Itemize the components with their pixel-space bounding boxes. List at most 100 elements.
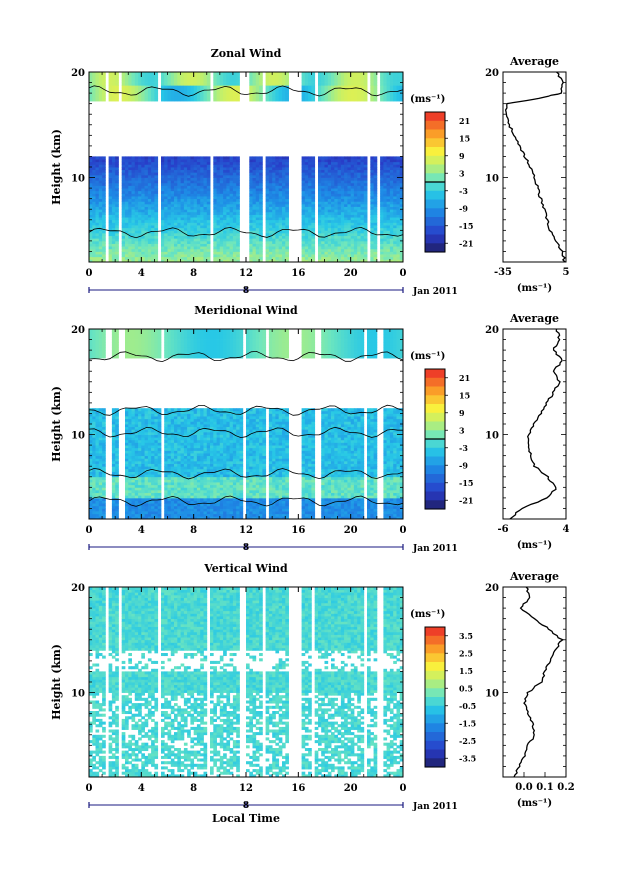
colorbar-tick-label: -9 xyxy=(459,460,468,470)
profile-x-tick-label: 0.2 xyxy=(557,782,574,793)
colorbar-tick-label: -21 xyxy=(459,238,473,248)
y-axis-label: Height (km) xyxy=(50,644,63,720)
colorbar-tick-label: -15 xyxy=(459,221,473,231)
colorbar-unit-label: (ms⁻¹) xyxy=(410,94,445,105)
colorbar-tick-label: 15 xyxy=(459,133,470,143)
colorbar-tick-label: 3 xyxy=(459,168,465,178)
profile-title: Average xyxy=(509,570,559,583)
average-profile: Average 10 20 -35 5 (ms⁻¹) xyxy=(485,55,569,294)
profile-line xyxy=(504,71,566,263)
colorbar-tick-label: -0.5 xyxy=(459,701,476,711)
y-axis-label: Height (km) xyxy=(50,129,63,205)
x-tick-label: 8 xyxy=(190,783,197,794)
y-tick-label: 20 xyxy=(71,68,85,79)
colorbar-unit-label: (ms⁻¹) xyxy=(410,609,445,620)
colorbar-tick-label: -21 xyxy=(459,495,473,505)
contour-line xyxy=(88,426,403,439)
x-tick-label: 12 xyxy=(239,525,253,536)
colorbar-tick-label: -3 xyxy=(459,186,468,196)
colorbar-unit-label: (ms⁻¹) xyxy=(410,351,445,362)
profile-y-tick-label: 20 xyxy=(485,68,499,79)
x-tick-label: 0 xyxy=(86,268,93,279)
colorbar-tick-label: -3.5 xyxy=(459,753,476,763)
colorbar-tick-label: 9 xyxy=(459,151,465,161)
profile-y-tick-label: 20 xyxy=(485,583,499,594)
average-profile: Average 10 20 -6 4 (ms⁻¹) xyxy=(485,312,569,551)
profile-title: Average xyxy=(509,312,559,325)
colorbar: (ms⁻¹) 21 15 9 3 -3 -9 -15 -21 xyxy=(410,94,473,253)
heatmap-field xyxy=(89,72,404,263)
x-tick-label: 8 xyxy=(190,268,197,279)
profile-x-axis-label: (ms⁻¹) xyxy=(517,540,552,551)
y-axis-label: Height (km) xyxy=(50,386,63,462)
colorbar: (ms⁻¹) 3.5 2.5 1.5 0.5 -0.5 -1.5 -2.5 -3.5 xyxy=(410,609,476,768)
x-tick-label: 4 xyxy=(138,525,145,536)
colorbar-tick-label: 21 xyxy=(459,373,470,383)
heatmap-field xyxy=(89,329,404,520)
x-tick-label: 0 xyxy=(86,783,93,794)
profile-title: Average xyxy=(509,55,559,68)
profile-line xyxy=(509,328,563,520)
y-tick-label: 10 xyxy=(71,431,85,442)
x-tick-label: 4 xyxy=(138,268,145,279)
panel-title: Meridional Wind xyxy=(194,304,298,317)
x-tick-label: 0 xyxy=(400,783,407,794)
profile-x-tick-label: 0.1 xyxy=(536,782,553,793)
profile-y-tick-label: 10 xyxy=(485,174,499,185)
x-tick-label: 16 xyxy=(291,268,305,279)
panel-title: Zonal Wind xyxy=(211,47,282,60)
contour-line xyxy=(88,404,404,416)
colorbar-tick-label: -2.5 xyxy=(459,736,476,746)
profile-x-axis-label: (ms⁻¹) xyxy=(517,283,552,294)
colorbar-tick-label: 21 xyxy=(459,116,470,126)
colorbar-tick-label: 2.5 xyxy=(459,648,473,658)
profile-x-tick-label: -6 xyxy=(497,524,508,535)
panel-3: Vertical Wind 0 4 8 12 16 20 0 10 20 Height (km) 8 J… xyxy=(50,562,575,812)
x-tick-label: 8 xyxy=(190,525,197,536)
date-label: Jan 2011 xyxy=(412,544,458,554)
x-tick-label: 20 xyxy=(344,525,358,536)
y-tick-label: 10 xyxy=(71,689,85,700)
x-axis-label: Local Time xyxy=(212,812,280,825)
profile-x-tick-label: 5 xyxy=(563,267,570,278)
profile-y-tick-label: 10 xyxy=(485,689,499,700)
x-tick-label: 16 xyxy=(291,783,305,794)
colorbar-tick-label: 15 xyxy=(459,390,470,400)
colorbar-tick-label: 0.5 xyxy=(459,683,473,693)
day-label: 8 xyxy=(243,543,249,553)
profile-x-tick-label: 0.0 xyxy=(515,782,532,793)
contour-line xyxy=(88,226,404,239)
date-label: Jan 2011 xyxy=(412,802,458,812)
average-profile: Average 10 20 0.0 0.1 0.2 (ms⁻¹) xyxy=(485,570,575,809)
x-tick-label: 20 xyxy=(344,268,358,279)
contour-line xyxy=(88,495,404,507)
x-tick-label: 20 xyxy=(344,783,358,794)
x-tick-label: 12 xyxy=(239,268,253,279)
x-tick-label: 16 xyxy=(291,525,305,536)
colorbar-tick-label: -15 xyxy=(459,478,473,488)
colorbar-tick-label: -9 xyxy=(459,203,468,213)
date-label: Jan 2011 xyxy=(412,287,458,297)
contour-line xyxy=(88,350,404,363)
profile-y-tick-label: 10 xyxy=(485,431,499,442)
panel-2: Meridional Wind 0 4 8 12 16 20 0 10 20 Height (km)… xyxy=(50,304,570,554)
x-tick-label: 0 xyxy=(86,525,93,536)
colorbar-tick-label: 9 xyxy=(459,408,465,418)
x-tick-label: 12 xyxy=(239,783,253,794)
contour-line xyxy=(88,85,404,97)
colorbar: (ms⁻¹) 21 15 9 3 -3 -9 -15 -21 xyxy=(410,351,473,510)
profile-y-tick-label: 20 xyxy=(485,325,499,336)
x-tick-label: 4 xyxy=(138,783,145,794)
panel-title: Vertical Wind xyxy=(203,562,288,575)
x-tick-label: 0 xyxy=(400,525,407,536)
colorbar-tick-label: 3.5 xyxy=(459,631,473,641)
profile-line xyxy=(513,586,565,778)
colorbar-tick-label: -3 xyxy=(459,443,468,453)
y-tick-label: 20 xyxy=(71,583,85,594)
contour-line xyxy=(88,467,404,480)
colorbar-tick-label: -1.5 xyxy=(459,718,476,728)
y-tick-label: 20 xyxy=(71,325,85,336)
profile-x-axis-label: (ms⁻¹) xyxy=(517,798,552,809)
panel-1: Zonal Wind 0 4 8 12 16 20 0 10 20 Height (km) 8 Jan … xyxy=(50,47,570,297)
